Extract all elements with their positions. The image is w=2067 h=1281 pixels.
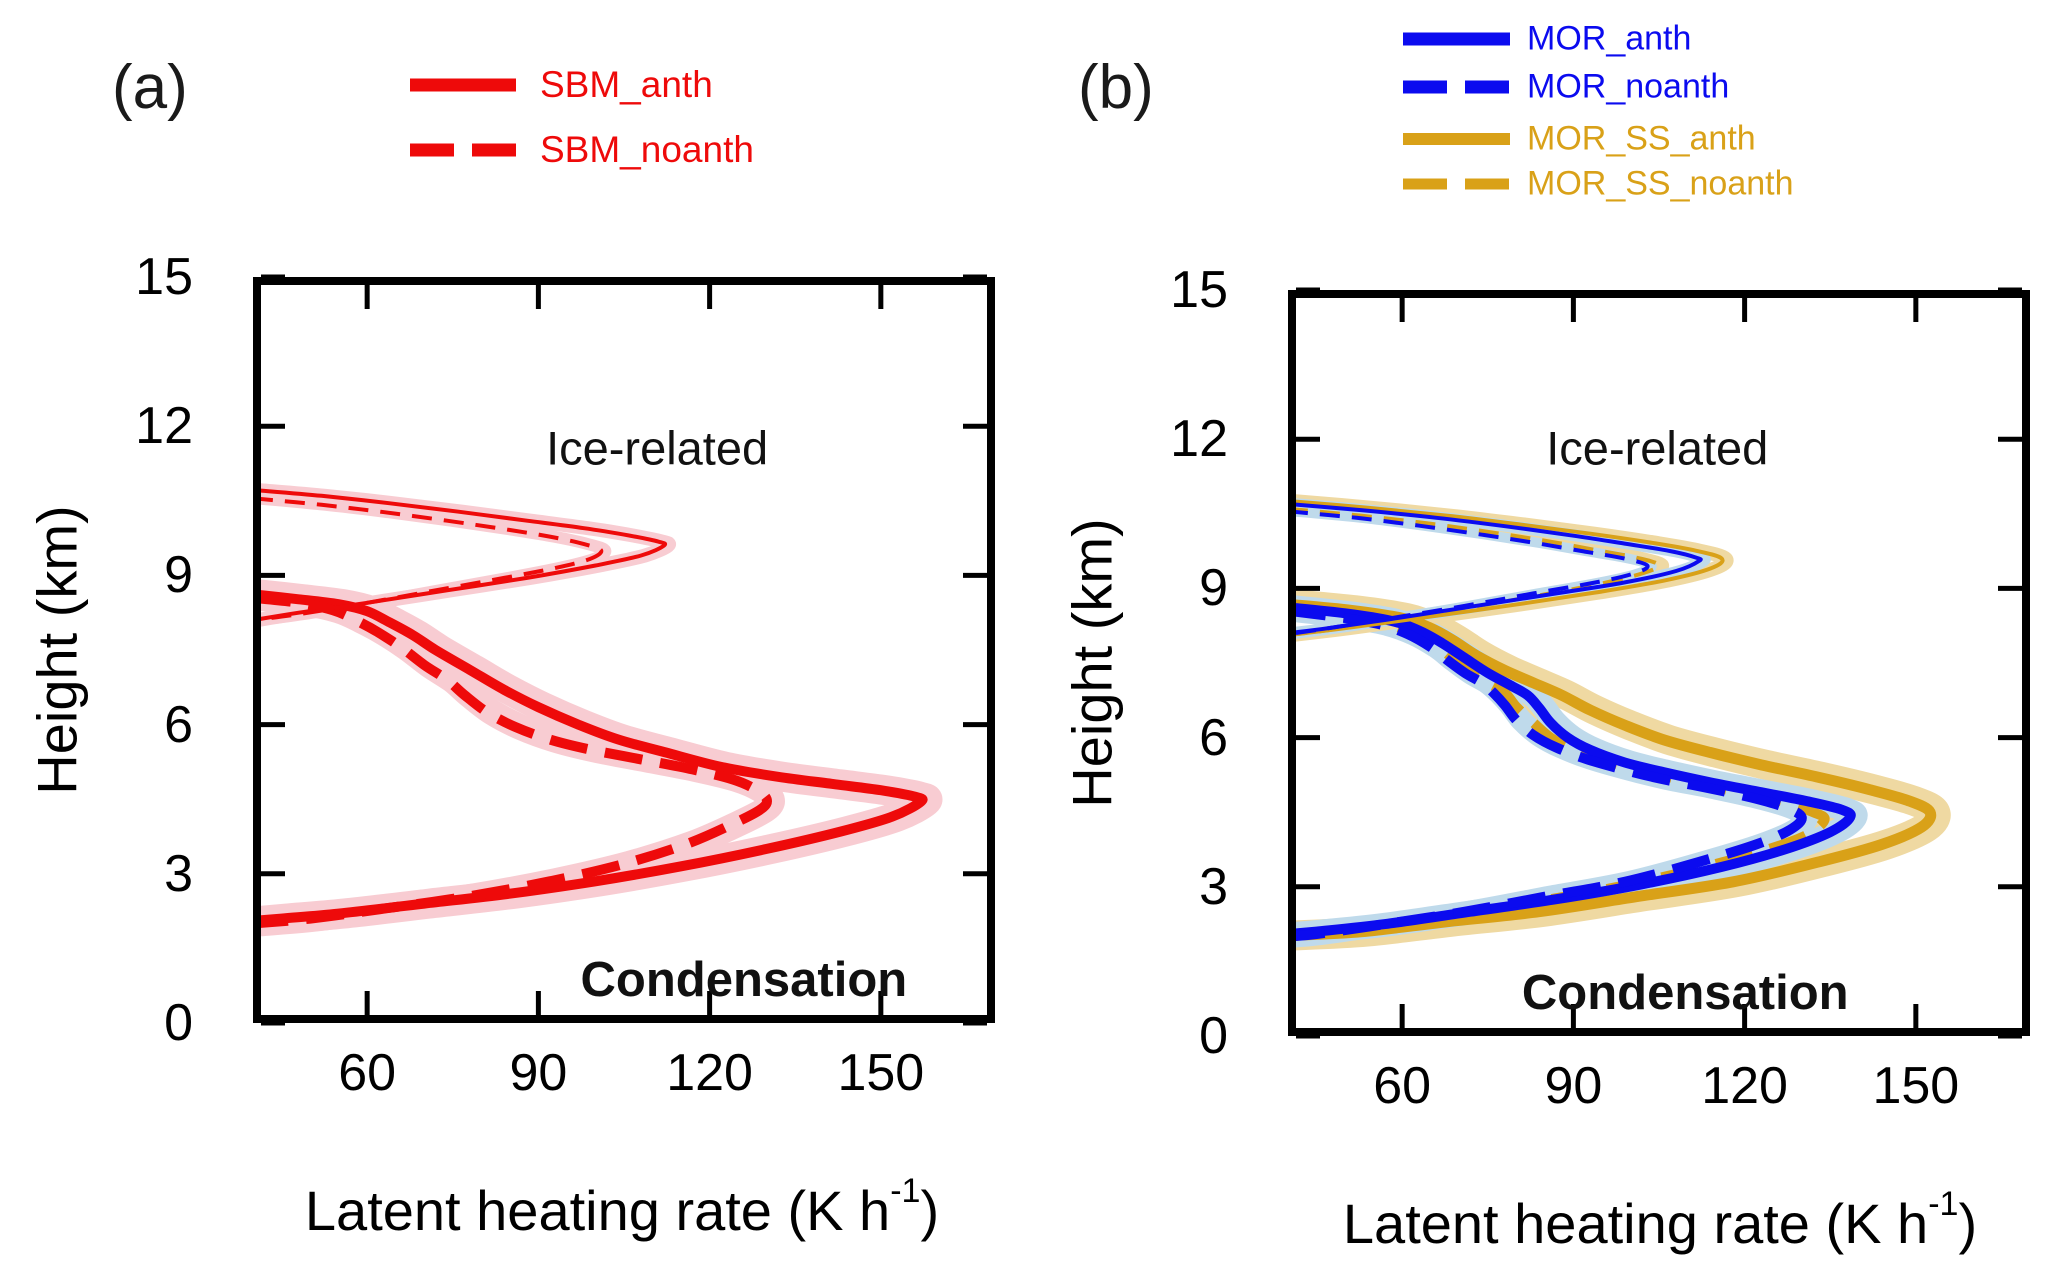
y-tick-label: 0	[1199, 1007, 1228, 1065]
x-axis-title-text: Latent heating rate (K h	[1342, 1192, 1929, 1255]
annotation-condensation: Condensation	[1521, 966, 1849, 1021]
legend-label: SBM_noanth	[540, 129, 754, 170]
panel-b-label: (b)	[1078, 53, 1154, 122]
legend-item: MOR_anth	[1403, 20, 1883, 58]
legend-item: SBM_noanth	[410, 129, 830, 170]
series-line-MOR_SS_anth-Ice-related	[1296, 499, 1725, 637]
legend-label: MOR_noanth	[1527, 67, 1730, 106]
x-axis-title-b: Latent heating rate (K h-1)	[1343, 1185, 1977, 1256]
legend-label: MOR_SS_noanth	[1527, 164, 1794, 203]
y-tick-label: 12	[1170, 410, 1228, 469]
legend-item: MOR_SS_anth	[1403, 120, 1883, 158]
x-tick-label: 60	[1373, 1057, 1432, 1115]
x-axis-title-sup: -1	[1928, 1185, 1959, 1223]
x-tick-label: 150	[1872, 1057, 1960, 1115]
axis-box	[253, 277, 995, 1023]
y-tick-label: 15	[135, 248, 193, 306]
x-axis-title-sup: -1	[890, 1172, 921, 1210]
series-line-SBM_noanth-Condensation	[261, 593, 772, 928]
x-axis-title-text: Latent heating rate (K h	[304, 1179, 891, 1242]
legend-label: SBM_anth	[540, 64, 713, 105]
x-tick-label: 90	[509, 1044, 568, 1102]
panel-a-label: (a)	[112, 53, 188, 122]
legend-line-solid	[1403, 32, 1510, 46]
y-tick-label: 3	[164, 844, 193, 903]
legend-item: MOR_SS_noanth	[1403, 165, 1883, 203]
series-line-SBM_noanth-Ice-related	[261, 497, 604, 622]
y-tick-label: 15	[1170, 261, 1228, 319]
series-line-SBM_anth-Condensation	[261, 590, 928, 926]
y-tick-label: 0	[164, 994, 193, 1052]
x-tick-label: 120	[1701, 1057, 1788, 1115]
legend-line-solid	[1403, 133, 1510, 145]
legend-item: SBM_anth	[410, 64, 830, 105]
x-axis-title-text: )	[1958, 1192, 1978, 1255]
series-line-MOR_noanth-Condensation	[1296, 606, 1807, 942]
y-tick-label: 6	[164, 695, 193, 754]
series-line-MOR_SS_anth-Condensation	[1296, 599, 1937, 941]
x-tick-label: 60	[338, 1044, 397, 1102]
y-tick-label: 3	[1199, 857, 1228, 916]
annotation-ice-related: Ice-related	[1546, 421, 1769, 475]
series-line-MOR_noanth-Ice-related	[1296, 510, 1650, 636]
x-tick-label: 150	[837, 1044, 925, 1102]
panel-a-plot	[253, 274, 995, 1026]
axis-box	[1288, 290, 2030, 1036]
y-tick-label: 9	[164, 546, 193, 605]
legend-line-dashed	[1403, 178, 1510, 190]
x-axis-title-a: Latent heating rate (K h-1)	[305, 1172, 939, 1243]
legend-item: MOR_noanth	[1403, 68, 1883, 106]
y-tick-label: 9	[1199, 559, 1228, 618]
x-tick-label: 90	[1544, 1057, 1603, 1115]
annotation-ice-related: Ice-related	[546, 421, 769, 475]
x-tick-label: 120	[666, 1044, 753, 1102]
annotation-condensation: Condensation	[580, 953, 908, 1008]
panel-b-plot	[1288, 287, 2030, 1039]
legend-label: MOR_anth	[1527, 19, 1692, 58]
y-tick-label: 6	[1199, 708, 1228, 767]
legend-line-solid	[410, 78, 516, 92]
y-tick-label: 12	[135, 397, 193, 456]
x-axis-title-text: )	[920, 1179, 940, 1242]
legend-line-dashed	[410, 143, 516, 157]
legend-label: MOR_SS_anth	[1527, 119, 1756, 158]
legend-line-dashed	[1403, 80, 1510, 94]
